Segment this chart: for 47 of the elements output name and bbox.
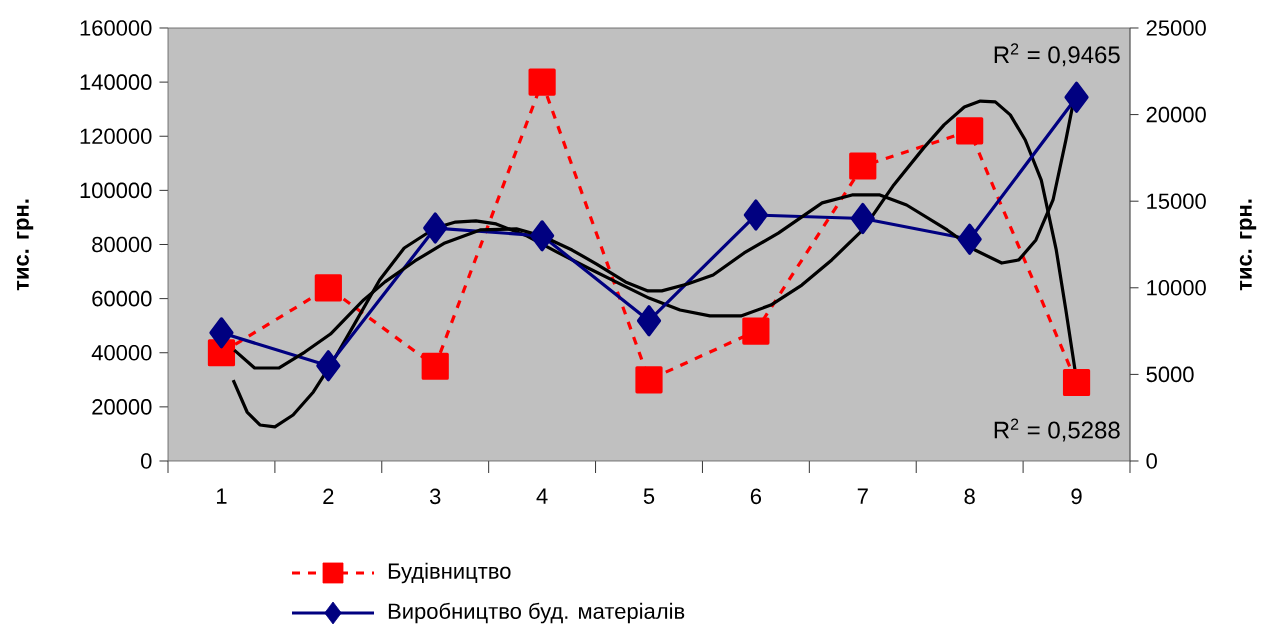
y2-tick-label: 0 xyxy=(1146,453,1157,469)
x-tick-label: 6 xyxy=(750,488,762,505)
point xyxy=(528,68,556,96)
y2-tick-label: 25000 xyxy=(1146,20,1206,36)
y-tick-label: 20000 xyxy=(92,399,152,415)
point xyxy=(956,117,984,145)
point xyxy=(1062,368,1091,397)
x-tick-label: 3 xyxy=(429,488,441,505)
point xyxy=(423,212,448,244)
x-tick-label: 4 xyxy=(536,488,548,504)
y-tick-label: 40000 xyxy=(91,344,152,361)
point xyxy=(957,223,982,255)
point xyxy=(849,152,877,180)
y-axis-title: тис. грн. xyxy=(16,199,34,291)
y2-tick-label: 5000 xyxy=(1146,366,1194,383)
point xyxy=(636,305,662,337)
x-tick-label: 9 xyxy=(1071,488,1082,505)
legend-label: Будівництво xyxy=(388,562,511,584)
point xyxy=(530,220,555,252)
x-tick-label: 5 xyxy=(643,488,655,504)
point xyxy=(209,317,234,349)
y-tick-label: 60000 xyxy=(92,290,152,307)
point xyxy=(742,317,770,345)
point xyxy=(850,202,875,235)
y-tick-label: 80000 xyxy=(92,236,152,253)
y-tick-label: 100000 xyxy=(80,182,152,199)
y-tick-label: 140000 xyxy=(80,74,152,90)
point xyxy=(1064,81,1089,113)
y-tick-label: 120000 xyxy=(80,128,152,145)
annotation: R$^{2}$ = 0,5288 xyxy=(994,418,1120,442)
x-tick-label: 7 xyxy=(857,488,868,504)
y2-tick-label: 10000 xyxy=(1147,280,1206,296)
point xyxy=(635,366,663,394)
legend-label: Виробництво буд. матеріалів xyxy=(388,602,685,624)
point xyxy=(314,274,342,302)
y2-tick-label: 20000 xyxy=(1146,106,1206,123)
point xyxy=(743,199,768,231)
y-tick-label: 0 xyxy=(141,453,152,469)
y-tick-label: 160000 xyxy=(80,20,152,36)
x-tick-label: 1 xyxy=(217,488,227,504)
annotation: R$^{2}$ = 0,9465 xyxy=(994,43,1120,67)
point xyxy=(421,352,449,380)
y2-axis-title: тис. грн. xyxy=(1239,199,1257,291)
x-tick-label: 2 xyxy=(323,488,334,504)
point xyxy=(316,350,341,382)
y2-tick-label: 15000 xyxy=(1147,193,1206,209)
x-tick-label: 8 xyxy=(964,488,975,505)
